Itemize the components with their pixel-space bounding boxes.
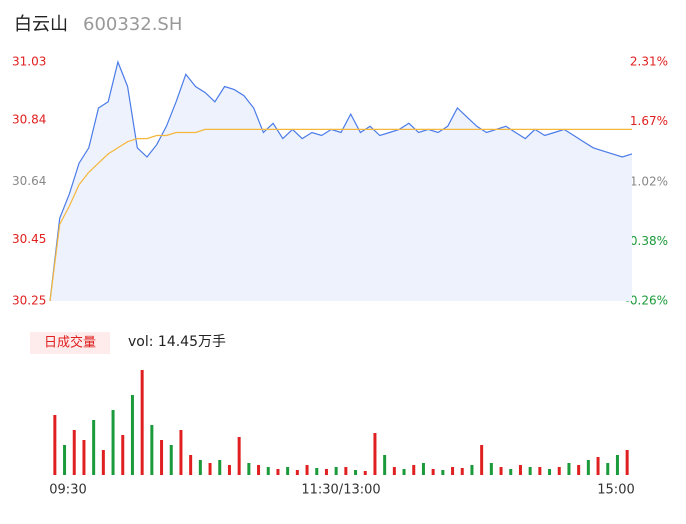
volume-bar bbox=[130, 395, 134, 475]
x-tick-label: 09:30 bbox=[49, 483, 86, 498]
volume-bar bbox=[586, 460, 590, 475]
volume-bar bbox=[160, 440, 164, 475]
volume-bar bbox=[82, 440, 86, 475]
volume-bar bbox=[509, 469, 513, 475]
volume-bar bbox=[363, 471, 367, 475]
y2-tick-label: 0.38% bbox=[630, 234, 668, 248]
volume-bar bbox=[237, 437, 241, 475]
volume-bar bbox=[518, 465, 522, 475]
volume-bar bbox=[344, 467, 348, 475]
volume-bar bbox=[402, 469, 406, 475]
volume-bar bbox=[606, 463, 610, 475]
volume-bar bbox=[383, 455, 387, 475]
y-tick-label: 30.64 bbox=[12, 174, 46, 188]
volume-bar bbox=[150, 425, 154, 475]
volume-bar bbox=[111, 410, 115, 475]
volume-bar bbox=[528, 467, 532, 475]
volume-title: 日成交量 bbox=[44, 335, 96, 351]
volume-bar bbox=[276, 469, 280, 475]
volume-bar bbox=[480, 445, 484, 475]
volume-bar bbox=[305, 465, 309, 475]
volume-bar bbox=[538, 467, 542, 475]
volume-bar bbox=[567, 463, 571, 475]
y-tick-label: 30.84 bbox=[12, 113, 46, 127]
volume-bar bbox=[392, 467, 396, 475]
volume-bar bbox=[557, 467, 561, 475]
volume-bar bbox=[334, 467, 338, 475]
volume-bar bbox=[227, 465, 231, 475]
stock-code: 600332.SH bbox=[83, 14, 182, 35]
y-tick-label: 31.03 bbox=[12, 55, 46, 69]
volume-bar bbox=[140, 370, 144, 475]
volume-bar bbox=[189, 455, 193, 475]
volume-bar bbox=[218, 460, 222, 475]
volume-bar bbox=[441, 470, 445, 475]
x-tick-label: 11:30/13:00 bbox=[301, 483, 380, 498]
volume-bar bbox=[596, 457, 600, 475]
y2-tick-label: 1.02% bbox=[630, 174, 668, 188]
volume-label: vol: 14.45万手 bbox=[128, 334, 226, 350]
volume-bar bbox=[295, 470, 299, 475]
volume-bar bbox=[63, 445, 67, 475]
volume-bar bbox=[179, 430, 183, 475]
volume-bar bbox=[257, 465, 261, 475]
volume-bar bbox=[451, 467, 455, 475]
volume-bar bbox=[315, 468, 319, 475]
volume-bar bbox=[373, 433, 377, 475]
volume-bar bbox=[121, 435, 125, 475]
volume-bar bbox=[499, 467, 503, 475]
volume-bar bbox=[101, 450, 105, 475]
volume-bar bbox=[431, 469, 435, 475]
volume-bar bbox=[72, 430, 76, 475]
volume-bar bbox=[460, 468, 464, 475]
volume-bar bbox=[92, 420, 96, 475]
y2-tick-label: 2.31% bbox=[630, 55, 668, 69]
stock-name: 白云山 bbox=[14, 14, 68, 35]
y2-tick-label: 1.67% bbox=[630, 114, 668, 128]
volume-tag-bg bbox=[30, 332, 110, 354]
volume-bar bbox=[625, 450, 629, 475]
price-line bbox=[49, 128, 632, 302]
volume-bar bbox=[412, 465, 416, 475]
volume-bar bbox=[247, 463, 251, 475]
volume-bar bbox=[577, 465, 581, 475]
volume-bar bbox=[286, 467, 290, 475]
volume-bar bbox=[266, 467, 270, 475]
volume-bar bbox=[548, 469, 552, 475]
x-tick-label: 15:00 bbox=[597, 483, 634, 498]
y-tick-label: 30.25 bbox=[12, 294, 46, 308]
volume-bar bbox=[53, 415, 57, 475]
volume-bar bbox=[324, 469, 328, 475]
volume-bar bbox=[470, 465, 474, 475]
volume-bar bbox=[421, 463, 425, 475]
volume-bar bbox=[208, 463, 212, 475]
volume-bar bbox=[198, 460, 202, 475]
volume-bar bbox=[354, 470, 358, 475]
price-area bbox=[50, 62, 632, 301]
volume-bar bbox=[615, 455, 619, 475]
y-tick-label: 30.45 bbox=[12, 232, 46, 246]
volume-bar bbox=[169, 445, 173, 475]
y2-tick-label: -0.26% bbox=[626, 294, 668, 308]
volume-bar bbox=[489, 463, 493, 475]
